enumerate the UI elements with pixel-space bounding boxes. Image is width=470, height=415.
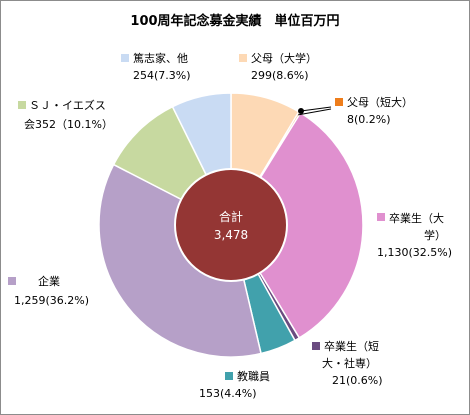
- label-swatch-1: [121, 54, 129, 62]
- center-disk: [174, 168, 288, 282]
- label-swatch-3: [335, 98, 343, 106]
- leader-line: [298, 108, 332, 116]
- label-swatch-4: [377, 213, 385, 221]
- label-swatch-5: [312, 342, 320, 350]
- label-2-line-2: 299(8.6%): [251, 69, 309, 82]
- center-total-value: 3,478: [214, 228, 248, 242]
- label-1-line-1: 篤志家、他: [133, 51, 188, 65]
- pie-slice-3: [230, 111, 364, 339]
- label-4-line-2: 学）: [424, 228, 446, 242]
- label-3-line-1: 父母（短大）: [347, 95, 413, 109]
- label-5-line-3: 21(0.6%): [332, 374, 383, 387]
- label-swatch-6: [225, 372, 233, 380]
- label-5-line-2: 大・社専）: [322, 356, 377, 370]
- label-6-line-1: 教職員: [237, 370, 270, 383]
- label-swatch-7: [8, 277, 16, 285]
- leader-line-tail: [300, 106, 332, 112]
- pie-slice-6: [98, 163, 262, 358]
- label-1-line-2: 254(7.3%): [133, 69, 191, 82]
- label-swatch-8: [18, 101, 26, 109]
- label-4-line-3: 1,130(32.5%): [377, 246, 452, 259]
- label-swatch-2: [239, 54, 247, 62]
- chart-title: 100周年記念募金実績 単位百万円: [130, 14, 340, 29]
- label-6-line-2: 153(4.4%): [199, 387, 257, 400]
- label-7-line-2: 1,259(36.2%): [14, 294, 89, 307]
- label-8-line-1: ＳＪ・イエズス: [29, 98, 106, 112]
- center-total-label: 合計: [219, 209, 243, 224]
- label-8-line-2: 会352（10.1%）: [24, 118, 113, 131]
- label-5-line-1: 卒業生（短: [324, 339, 379, 353]
- label-2-line-1: 父母（大学）: [251, 51, 317, 65]
- label-3-line-2: 8(0.2%): [347, 113, 391, 126]
- label-4-line-1: 卒業生（大: [389, 211, 444, 225]
- label-7-line-1: 企業: [38, 274, 60, 288]
